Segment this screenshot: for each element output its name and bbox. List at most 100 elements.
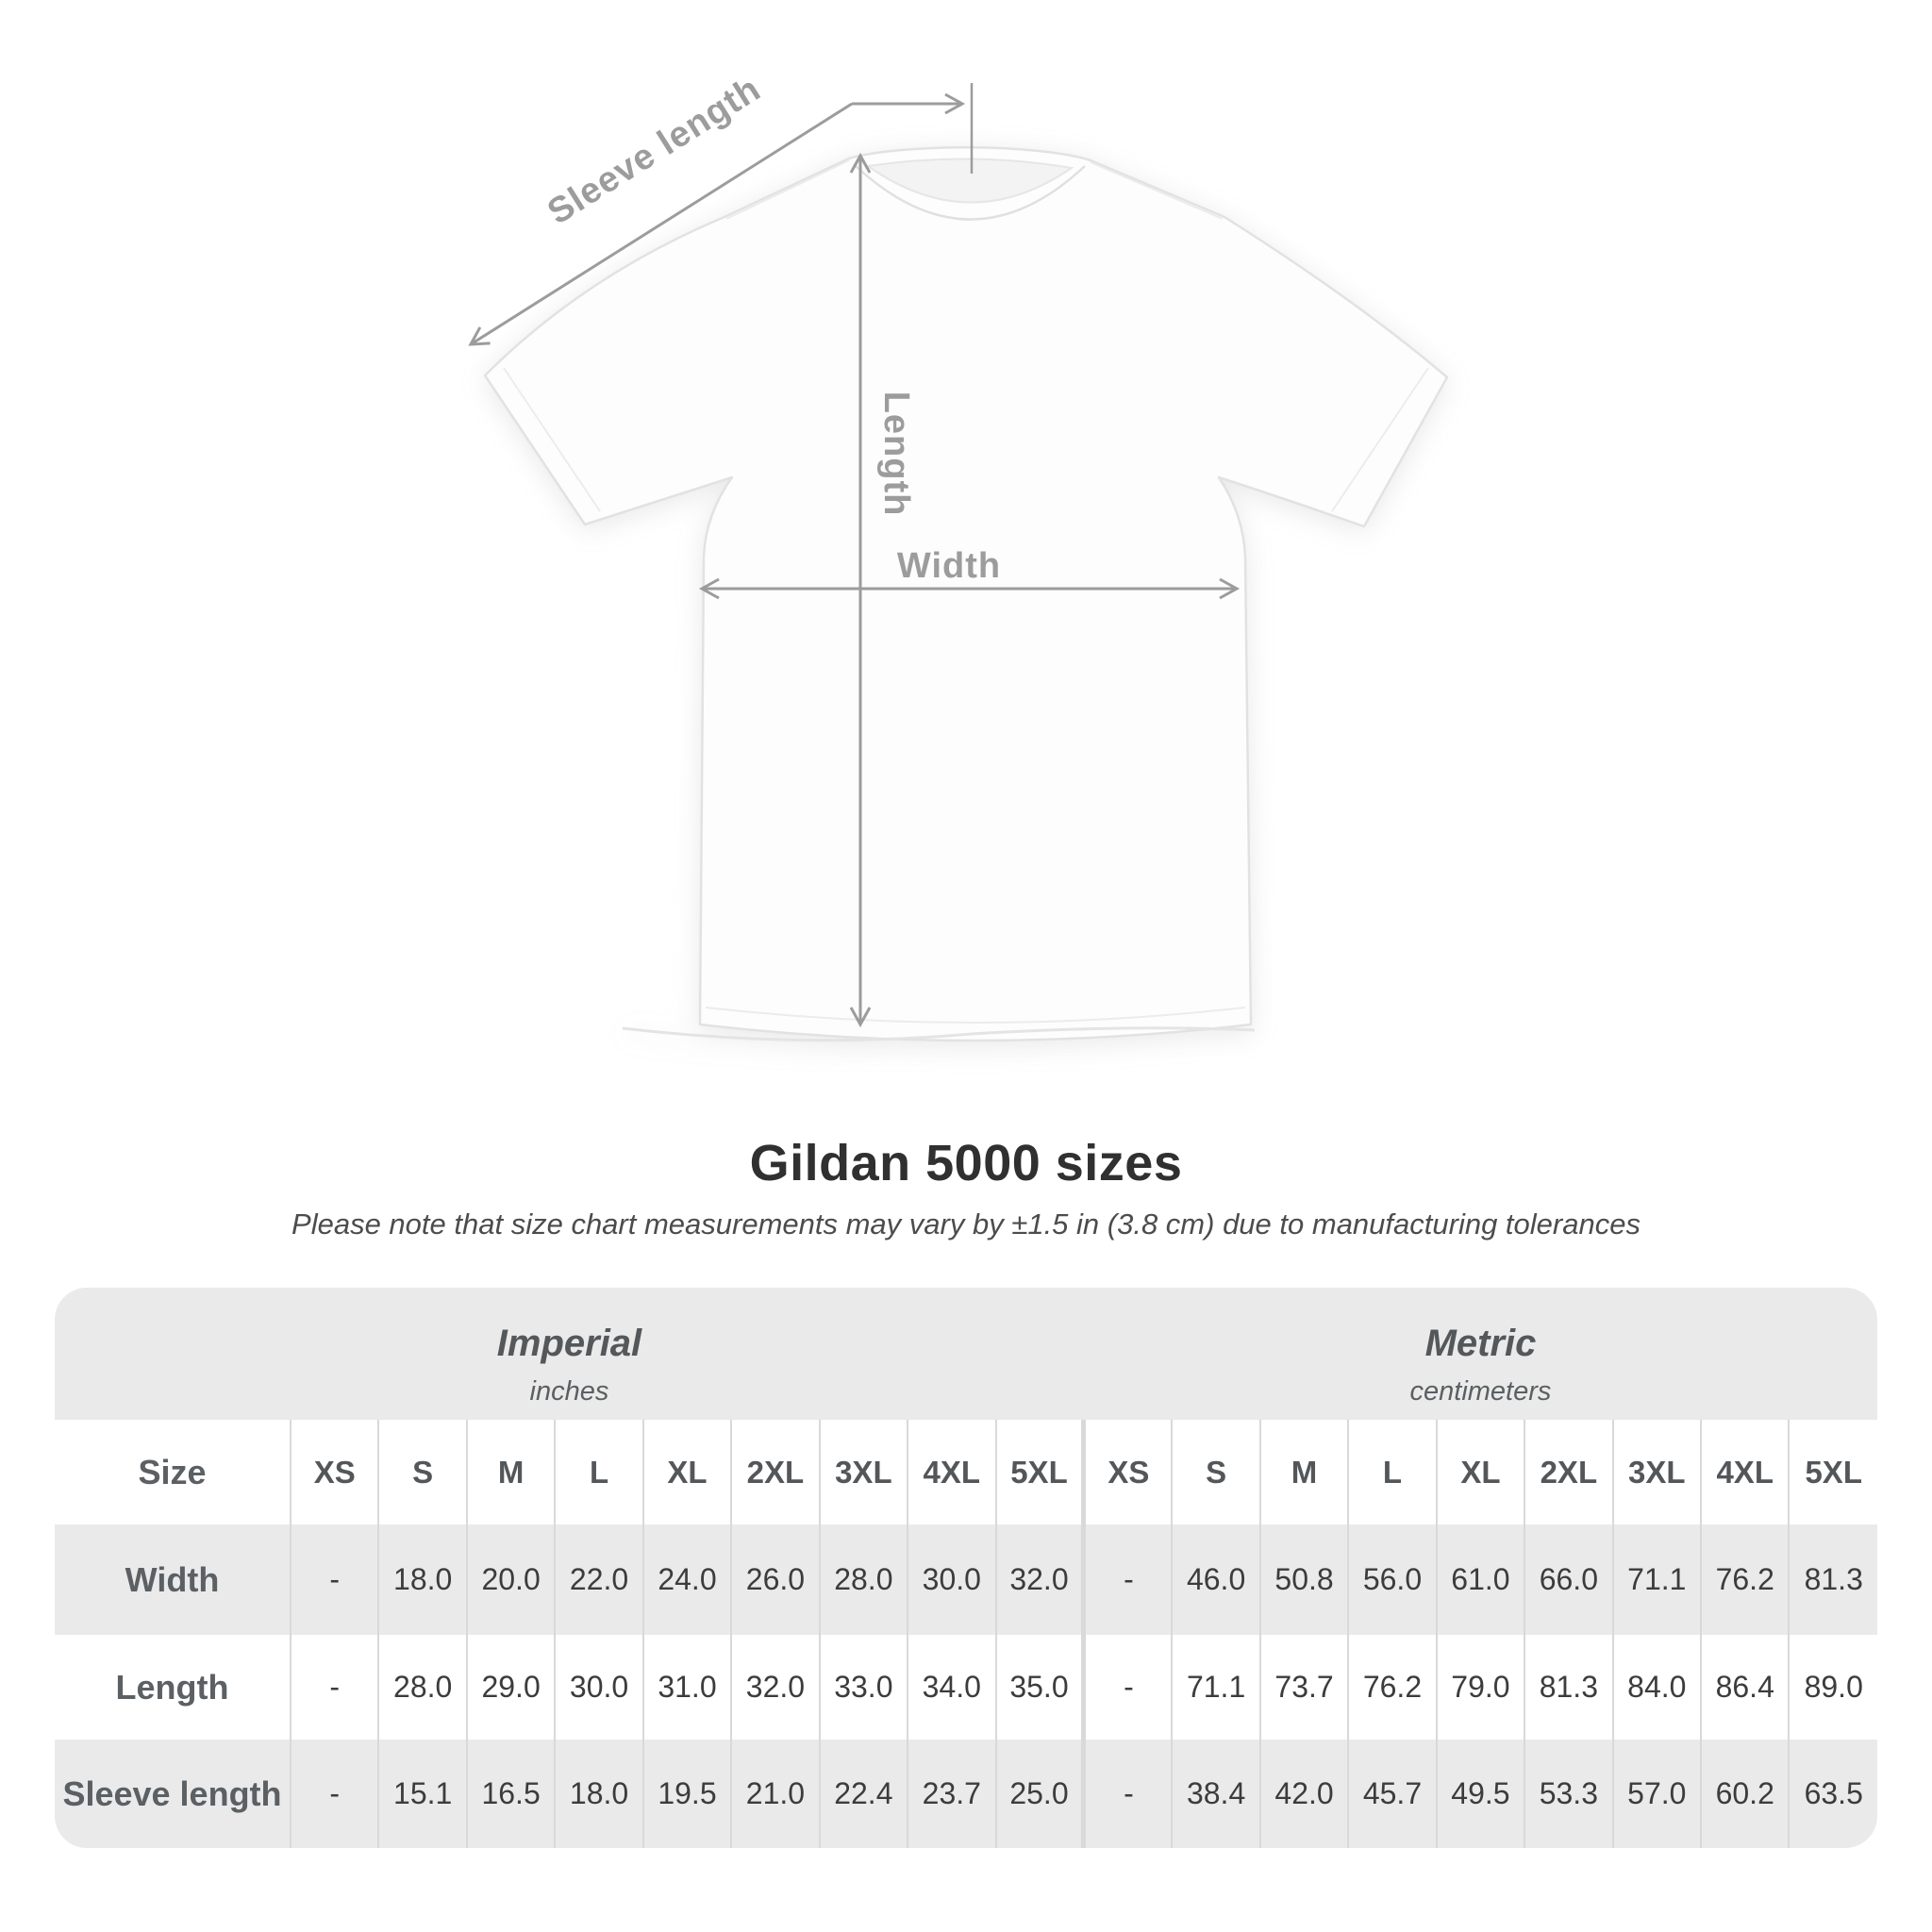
cell: 61.0 (1436, 1524, 1526, 1635)
cell: 63.5 (1804, 1776, 1863, 1810)
size-column-header: Size (55, 1420, 291, 1524)
cell: 81.3 (1804, 1562, 1863, 1596)
length-label: Length (876, 391, 916, 517)
size-head: XL (642, 1420, 733, 1524)
row-label: Width (55, 1524, 291, 1635)
imperial-header: Imperial inches (55, 1288, 1084, 1420)
size-head: 4XL (1701, 1420, 1790, 1524)
cell: 26.0 (731, 1524, 821, 1635)
cell: 76.2 (1701, 1524, 1790, 1635)
size-head: S (378, 1420, 468, 1524)
cell: 16.5 (466, 1740, 557, 1848)
cell: - (1083, 1524, 1174, 1635)
metric-label: Metric (1424, 1323, 1537, 1364)
cell: 22.0 (555, 1524, 644, 1635)
cell: 32.0 (731, 1635, 821, 1740)
cell: 53.3 (1524, 1740, 1614, 1848)
cell: - (1083, 1635, 1174, 1740)
cell: - (291, 1524, 380, 1635)
cell: 25.0 (995, 1740, 1087, 1848)
cell: 42.0 (1259, 1740, 1350, 1848)
cell: 86.4 (1701, 1635, 1790, 1740)
cell: 71.1 (1612, 1524, 1703, 1635)
cell: 18.0 (378, 1524, 468, 1635)
imperial-unit: inches (529, 1376, 609, 1407)
imperial-label: Imperial (496, 1323, 642, 1364)
cell: 32.0 (995, 1524, 1087, 1635)
cell: 22.4 (819, 1740, 909, 1848)
cell: 28.0 (378, 1635, 468, 1740)
cell: 45.7 (1348, 1740, 1438, 1848)
size-head: M (1259, 1420, 1350, 1524)
cell: 66.0 (1524, 1524, 1614, 1635)
size-head: 2XL (731, 1420, 821, 1524)
size-header-row: Size XS S M L XL 2XL 3XL 4XL 5XL XS S M … (55, 1420, 1877, 1524)
cell: 15.1 (378, 1740, 468, 1848)
cell: 81.3 (1524, 1635, 1614, 1740)
size-table: Imperial inches Metric centimeters Size … (55, 1288, 1877, 1848)
width-label: Width (897, 546, 1001, 586)
metric-unit: centimeters (1409, 1376, 1552, 1407)
cell: 23.7 (908, 1740, 997, 1848)
size-head: XS (291, 1420, 380, 1524)
cell: 60.2 (1701, 1740, 1790, 1848)
cell: 19.5 (642, 1740, 733, 1848)
tshirt-shape (483, 145, 1449, 1042)
size-head: 3XL (819, 1420, 909, 1524)
cell: 29.0 (466, 1635, 557, 1740)
size-head: 3XL (1612, 1420, 1703, 1524)
size-head: S (1172, 1420, 1261, 1524)
cell: - (291, 1635, 380, 1740)
size-head: M (466, 1420, 557, 1524)
cell: 35.0 (995, 1635, 1087, 1740)
row-label: Sleeve length (55, 1740, 291, 1848)
subtitle: Please note that size chart measurements… (291, 1208, 1641, 1241)
cell: 20.0 (466, 1524, 557, 1635)
metric-header: Metric centimeters (1084, 1288, 1877, 1420)
cell: 56.0 (1348, 1524, 1438, 1635)
table-row-sleeve-length: Sleeve length - 15.1 16.5 18.0 19.5 21.0… (55, 1740, 1877, 1848)
cell: 76.2 (1348, 1635, 1438, 1740)
size-head: XL (1436, 1420, 1526, 1524)
size-head: L (1348, 1420, 1438, 1524)
sleeve-length-label: Sleeve length (541, 69, 768, 232)
cell: 21.0 (731, 1740, 821, 1848)
row-label: Length (55, 1635, 291, 1740)
cell: 79.0 (1436, 1635, 1526, 1740)
cell: 46.0 (1172, 1524, 1261, 1635)
cell: 24.0 (642, 1524, 733, 1635)
collar-band (853, 163, 1086, 221)
size-head: 4XL (908, 1420, 997, 1524)
size-head: 5XL (1805, 1454, 1862, 1490)
size-head: XS (1083, 1420, 1174, 1524)
cell: 18.0 (555, 1740, 644, 1848)
page-title: Gildan 5000 sizes (749, 1135, 1183, 1191)
cell: 34.0 (908, 1635, 997, 1740)
cell: 31.0 (642, 1635, 733, 1740)
cell: 49.5 (1436, 1740, 1526, 1848)
cell: 28.0 (819, 1524, 909, 1635)
table-row-width: Width - 18.0 20.0 22.0 24.0 26.0 28.0 30… (55, 1524, 1877, 1635)
table-row-length: Length - 28.0 29.0 30.0 31.0 32.0 33.0 3… (55, 1635, 1877, 1740)
size-head: L (555, 1420, 644, 1524)
cell: 84.0 (1612, 1635, 1703, 1740)
sleeve-length-arrow (468, 102, 853, 346)
size-head: 5XL (995, 1420, 1087, 1524)
cell: - (291, 1740, 380, 1848)
title-block: Gildan 5000 sizes Please note that size … (0, 1134, 1932, 1241)
cell: 71.1 (1172, 1635, 1261, 1740)
cell: 30.0 (555, 1635, 644, 1740)
size-head: 2XL (1524, 1420, 1614, 1524)
cell: 50.8 (1259, 1524, 1350, 1635)
cell: 89.0 (1804, 1670, 1863, 1704)
cell: 57.0 (1612, 1740, 1703, 1848)
cell: - (1083, 1740, 1174, 1848)
collar-back (865, 158, 1074, 204)
cell: 30.0 (908, 1524, 997, 1635)
size-table-grid: Imperial inches Metric centimeters Size … (55, 1288, 1877, 1848)
tshirt-measurement-diagram: Sleeve length Length Width (406, 38, 1557, 1132)
cell: 38.4 (1172, 1740, 1261, 1848)
cell: 73.7 (1259, 1635, 1350, 1740)
unit-header-row: Imperial inches Metric centimeters (55, 1288, 1877, 1420)
cell: 33.0 (819, 1635, 909, 1740)
